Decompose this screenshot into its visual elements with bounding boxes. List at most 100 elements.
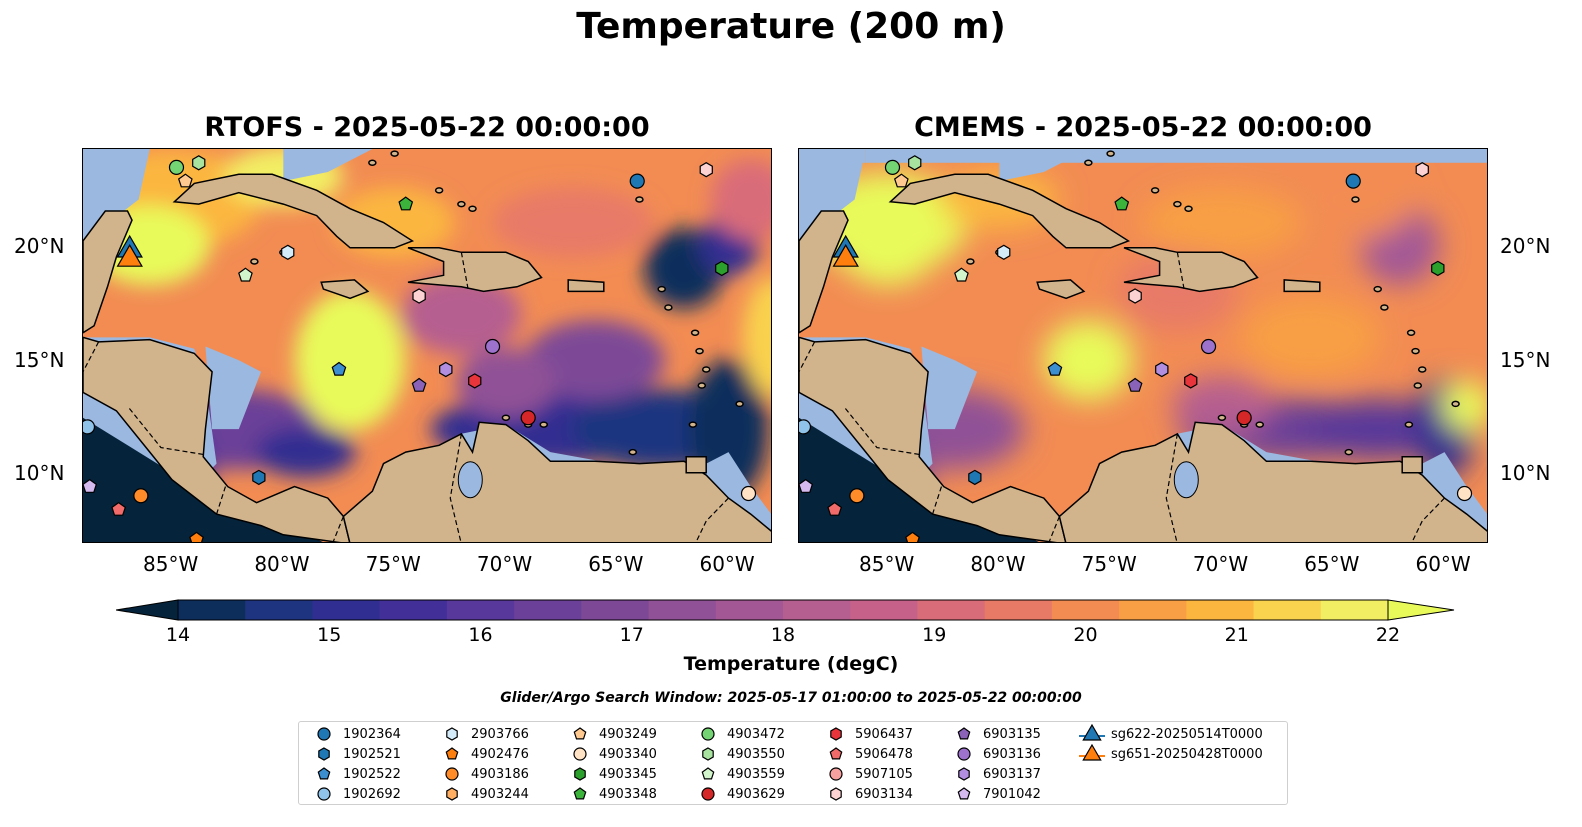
x-tick-right-75: 75°W bbox=[1081, 552, 1137, 576]
legend-item-sg622-20250514T0000: sg622-20250514T0000 bbox=[1079, 724, 1263, 744]
legend-marker-icon bbox=[957, 787, 971, 800]
legend-marker-icon bbox=[701, 787, 715, 801]
colorbar-segment bbox=[1320, 600, 1389, 620]
legend-label: 4902476 bbox=[471, 746, 529, 762]
legend-label: 4903559 bbox=[727, 766, 785, 782]
float-marker-4903472 bbox=[884, 159, 901, 175]
legend-item-7901042: 7901042 bbox=[951, 784, 1041, 804]
legend-item-4903550: 4903550 bbox=[695, 744, 785, 764]
legend-label: 4903348 bbox=[599, 786, 657, 802]
legend-item-6903136: 6903136 bbox=[951, 744, 1041, 764]
colorbar-segment bbox=[1119, 600, 1187, 620]
colorbar-segment bbox=[648, 600, 717, 620]
legend-item-4903249: 4903249 bbox=[567, 724, 657, 744]
colorbar-tick-21: 21 bbox=[1224, 624, 1249, 646]
figure-title: Temperature (200 m) bbox=[576, 6, 1006, 47]
legend-triangle bbox=[1082, 744, 1102, 761]
float-marker-4903559 bbox=[238, 267, 253, 282]
float-marker-2903766 bbox=[997, 244, 1011, 260]
float-marker-1902521 bbox=[252, 469, 266, 486]
legend-label: 4903340 bbox=[599, 746, 657, 762]
float-marker-6903134 bbox=[699, 162, 713, 178]
x-tick-right-80: 80°W bbox=[970, 552, 1026, 576]
legend-label: 1902364 bbox=[343, 726, 401, 742]
legend-item-4903340: 4903340 bbox=[567, 744, 657, 764]
legend-marker bbox=[446, 727, 458, 741]
legend-label: 6903135 bbox=[983, 726, 1041, 742]
legend-marker-icon bbox=[701, 767, 715, 780]
legend-marker bbox=[829, 767, 843, 781]
float-marker-4903345 bbox=[715, 260, 729, 277]
legend-item-4903472: 4903472 bbox=[695, 724, 785, 744]
y-tick-left-15: 15°N bbox=[14, 348, 65, 372]
legend-marker-icon bbox=[445, 747, 459, 760]
float-marker-4902476 bbox=[905, 531, 920, 542]
land-trinidad bbox=[685, 455, 707, 474]
legend-marker-icon bbox=[318, 747, 330, 761]
float-marker-4903629 bbox=[520, 410, 536, 426]
colorbar bbox=[116, 599, 1455, 621]
land-cuba bbox=[172, 173, 415, 249]
float-marker-4903345 bbox=[1431, 260, 1445, 277]
x-tick-left-75: 75°W bbox=[365, 552, 421, 576]
colorbar-segment bbox=[245, 600, 313, 620]
legend-item-5907105: 5907105 bbox=[823, 764, 913, 784]
legend-marker bbox=[701, 727, 715, 741]
float-marker-4903348 bbox=[398, 196, 414, 211]
legend-marker bbox=[445, 747, 459, 760]
legend-marker-icon bbox=[958, 767, 970, 781]
legend-label: 1902521 bbox=[343, 746, 401, 762]
float-marker-5906478 bbox=[111, 501, 127, 516]
x-tick-left-80: 80°W bbox=[254, 552, 310, 576]
legend-label: 5906437 bbox=[855, 726, 913, 742]
colorbar-label: Temperature (degC) bbox=[683, 653, 899, 675]
legend-item-4903629: 4903629 bbox=[695, 784, 785, 804]
legend-label: 5906478 bbox=[855, 746, 913, 762]
legend-label: 6903136 bbox=[983, 746, 1041, 762]
legend-marker bbox=[830, 727, 842, 741]
legend-marker-icon bbox=[446, 787, 458, 801]
legend-marker-icon bbox=[829, 747, 843, 760]
legend-marker-icon bbox=[701, 727, 715, 741]
legend-marker bbox=[829, 747, 843, 760]
float-marker-4902476 bbox=[189, 531, 204, 542]
x-tick-right-60: 60°W bbox=[1415, 552, 1471, 576]
legend-marker bbox=[317, 787, 331, 801]
float-marker-4903550 bbox=[192, 155, 206, 171]
colorbar-segment bbox=[312, 600, 381, 620]
colorbar-segment bbox=[178, 600, 246, 620]
legend-marker bbox=[830, 787, 842, 801]
y-tick-left-10: 10°N bbox=[14, 461, 65, 485]
land-jamaica bbox=[1036, 279, 1086, 300]
legend-label: 5907105 bbox=[855, 766, 913, 782]
land-yucatan bbox=[83, 210, 133, 334]
legend-marker bbox=[573, 747, 587, 761]
x-tick-right-65: 65°W bbox=[1304, 552, 1360, 576]
legend-label: 4903550 bbox=[727, 746, 785, 762]
legend-label: 2903766 bbox=[471, 726, 529, 742]
map-canvas bbox=[799, 149, 1487, 542]
legend-item-6903134: 6903134 bbox=[823, 784, 913, 804]
map-cmems bbox=[798, 148, 1488, 543]
legend-item-1902521: 1902521 bbox=[311, 744, 401, 764]
legend-item-4903559: 4903559 bbox=[695, 764, 785, 784]
legend-item-1902692: 1902692 bbox=[311, 784, 401, 804]
legend-item-6903137: 6903137 bbox=[951, 764, 1041, 784]
legend-marker bbox=[573, 727, 587, 740]
float-marker-1902364 bbox=[629, 173, 645, 189]
colorbar-segment bbox=[1253, 600, 1322, 620]
legend-label: 4903472 bbox=[727, 726, 785, 742]
legend-marker bbox=[702, 747, 714, 761]
legend-marker bbox=[317, 727, 331, 741]
y-tick-right-20: 20°N bbox=[1500, 234, 1551, 258]
y-tick-right-15: 15°N bbox=[1500, 348, 1551, 372]
float-marker-4903249 bbox=[177, 173, 193, 188]
legend-marker-icon bbox=[830, 727, 842, 741]
colorbar-segment bbox=[514, 600, 582, 620]
colorbar-segment bbox=[850, 600, 918, 620]
colorbar-tick-22: 22 bbox=[1375, 624, 1401, 646]
y-tick-left-20: 20°N bbox=[14, 234, 65, 258]
land-south-america bbox=[1058, 421, 1487, 542]
legend-marker bbox=[446, 787, 458, 801]
legend-marker-icon bbox=[829, 767, 843, 781]
